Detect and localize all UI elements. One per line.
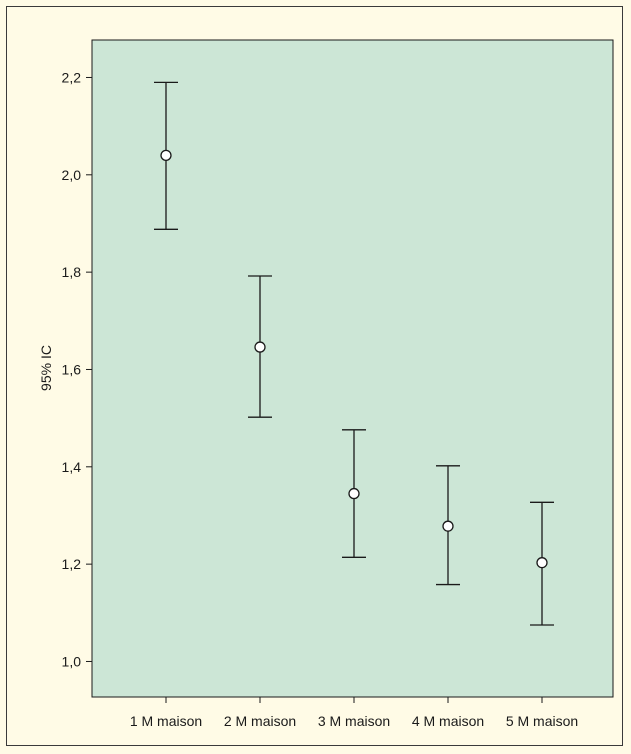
y-tick-label: 1,6 <box>62 361 82 377</box>
y-tick-label: 1,2 <box>62 556 82 572</box>
data-marks <box>154 81 554 626</box>
y-tick-label: 2,2 <box>62 69 82 85</box>
mean-point <box>254 341 266 353</box>
x-tick-label: 3 M maison <box>318 713 390 729</box>
mean-point <box>536 557 548 569</box>
plot-area <box>91 39 614 698</box>
y-tick-label: 2,0 <box>62 167 82 183</box>
x-axis: 1 M maison 2 M maison 3 M maison 4 M maison… <box>130 697 578 729</box>
y-tick-label: 1,4 <box>62 459 82 475</box>
mean-point <box>442 520 454 532</box>
mean-point <box>348 487 360 500</box>
y-tick-label: 1,0 <box>62 653 82 669</box>
x-tick-label: 2 M maison <box>224 713 296 729</box>
mean-point <box>160 149 172 161</box>
y-axis-title: 95% IC <box>38 345 54 391</box>
x-tick-label: 5 M maison <box>506 713 578 729</box>
x-tick-label: 4 M maison <box>412 713 484 729</box>
x-tick-label: 1 M maison <box>130 713 202 729</box>
y-tick-label: 1,8 <box>62 264 82 280</box>
y-axis: 1,0 1,2 1,4 1,6 1,8 2,0 2,2 <box>62 69 92 669</box>
